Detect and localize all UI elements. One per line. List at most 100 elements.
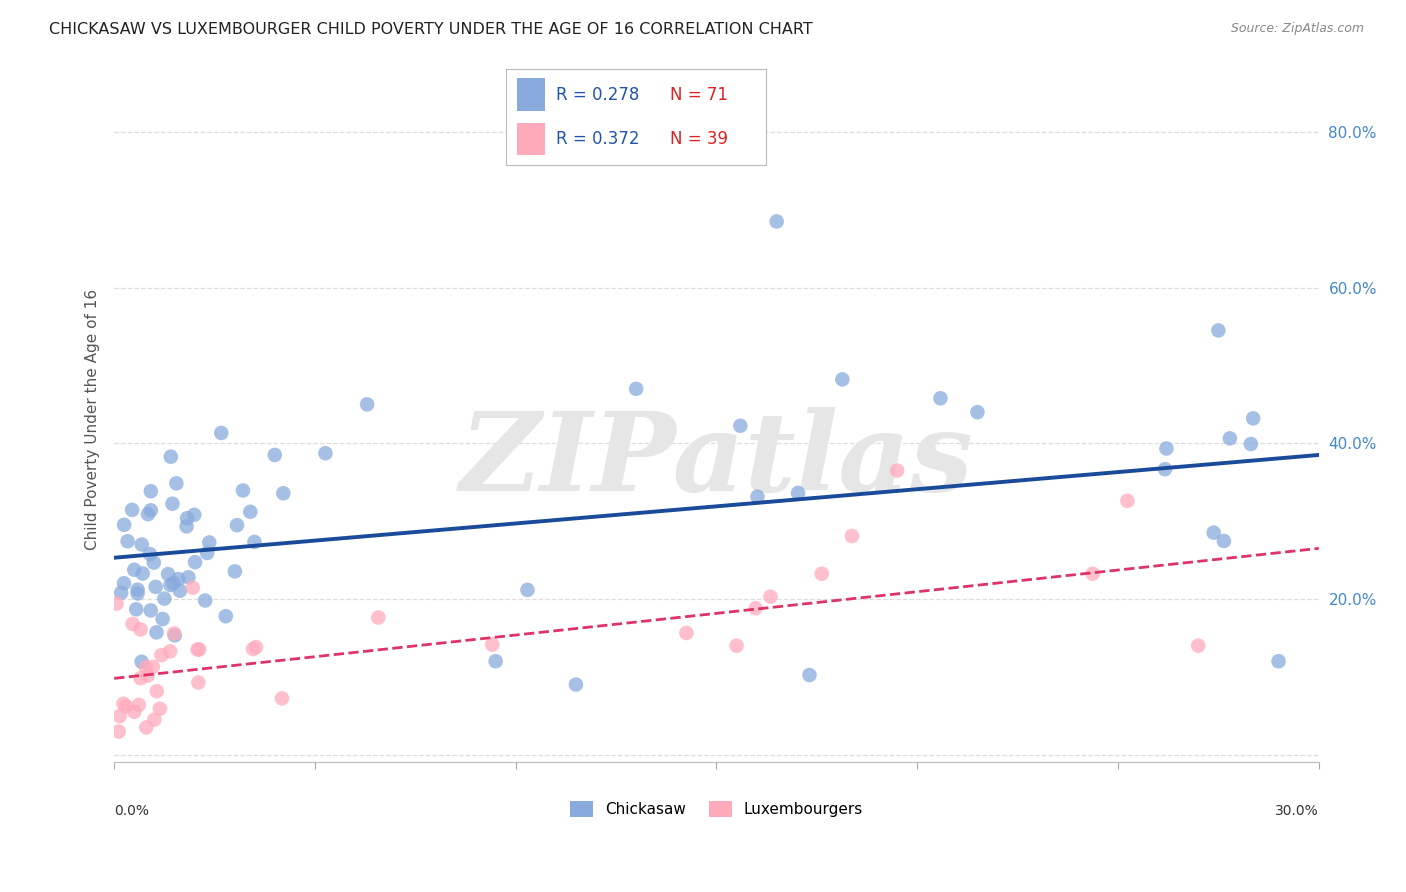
Point [145,580,167,594]
Point [131,655,153,669]
Point [163,626,186,640]
Point [112,697,135,711]
Point [142,556,165,570]
Point [121,616,143,631]
Point [242,642,264,657]
Point [516,582,538,597]
Point [128,698,150,712]
Text: R = 0.278: R = 0.278 [555,86,638,103]
Y-axis label: Child Poverty Under the Age of 16: Child Poverty Under the Age of 16 [86,289,100,550]
Point [135,660,157,674]
Point [810,566,832,581]
Point [131,566,153,581]
Point [136,668,159,682]
Point [1241,411,1264,425]
Point [1240,437,1263,451]
Point [136,507,159,521]
Point [125,602,148,616]
Point [1154,462,1177,476]
Point [194,593,217,607]
Point [273,486,295,500]
Point [481,638,503,652]
Point [165,476,187,491]
Point [886,464,908,478]
Point [177,570,200,584]
Point [135,720,157,734]
Point [1202,525,1225,540]
Point [112,576,135,591]
Point [139,503,162,517]
Point [263,448,285,462]
Point [195,546,218,560]
Point [224,565,246,579]
Point [226,518,249,533]
Point [841,529,863,543]
Point [1081,566,1104,581]
Text: N = 39: N = 39 [671,130,728,148]
Legend: Chickasaw, Luxembourgers: Chickasaw, Luxembourgers [564,795,869,823]
Point [127,586,149,600]
Point [314,446,336,460]
Point [181,581,204,595]
Point [150,648,173,662]
Point [209,425,232,440]
FancyBboxPatch shape [516,78,546,112]
Point [159,644,181,658]
Point [725,639,748,653]
Point [176,519,198,533]
Point [271,691,294,706]
Point [139,603,162,617]
Point [765,214,787,228]
Point [356,397,378,411]
Text: CHICKASAW VS LUXEMBOURGER CHILD POVERTY UNDER THE AGE OF 16 CORRELATION CHART: CHICKASAW VS LUXEMBOURGER CHILD POVERTY … [49,22,813,37]
Point [966,405,988,419]
Point [243,535,266,549]
Point [142,660,165,674]
Point [105,597,128,611]
Point [108,709,131,723]
Point [163,628,186,642]
Point [127,582,149,597]
Point [162,497,184,511]
Point [169,583,191,598]
Point [675,626,697,640]
Point [759,590,782,604]
Point [1212,533,1234,548]
Text: 30.0%: 30.0% [1275,804,1319,818]
Text: ZIPatlas: ZIPatlas [460,408,973,515]
Point [929,392,952,406]
Point [131,537,153,551]
Point [162,576,184,591]
Point [1187,639,1209,653]
Point [167,572,190,586]
Point [799,668,821,682]
Point [245,640,267,654]
Point [152,612,174,626]
Point [744,601,766,615]
Point [215,609,238,624]
Point [129,671,152,685]
Point [122,563,145,577]
Point [153,591,176,606]
Point [188,642,211,657]
Point [139,484,162,499]
Point [145,684,167,698]
Point [187,642,209,657]
Point [1267,654,1289,668]
Point [115,699,138,714]
Point [107,724,129,739]
FancyBboxPatch shape [516,122,546,155]
Point [117,534,139,549]
Point [129,623,152,637]
Point [747,490,769,504]
Point [787,486,810,500]
Text: N = 71: N = 71 [671,86,728,103]
Point [565,677,588,691]
Text: Source: ZipAtlas.com: Source: ZipAtlas.com [1230,22,1364,36]
Point [485,654,508,668]
Point [122,705,145,719]
Point [143,713,166,727]
Point [367,610,389,624]
Point [145,625,167,640]
Point [183,508,205,522]
